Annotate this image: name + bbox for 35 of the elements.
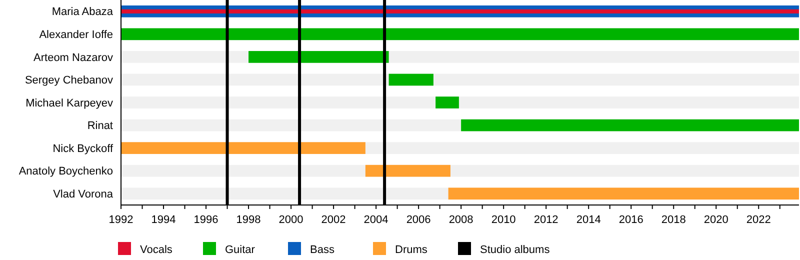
y-tick-label: Vlad Vorona [53, 188, 114, 200]
x-tick-label: 1998 [236, 214, 261, 226]
x-tick-label: 1994 [151, 214, 176, 226]
x-tick-label: 1992 [108, 214, 134, 226]
y-tick-label: Sergey Chebanov [24, 74, 114, 87]
bar [436, 96, 459, 108]
legend-label: Drums [395, 244, 428, 256]
x-tick-label: 2004 [364, 214, 388, 226]
y-tick-label: Anatoly Boychenko [18, 166, 113, 178]
legend-label: Studio albums [480, 244, 550, 256]
x-tick-label: 2008 [448, 214, 474, 226]
x-tick-label: 2016 [618, 214, 644, 226]
x-tick-label: 2022 [746, 214, 771, 226]
bar [388, 74, 434, 86]
x-tick-label: 2006 [406, 214, 431, 226]
y-tick-label: Alexander Ioffe [39, 29, 113, 42]
x-tick-label: 2000 [278, 214, 304, 226]
y-tick-label: Rinat [87, 120, 113, 132]
bar [121, 9, 799, 14]
x-tick-label: 2020 [704, 214, 728, 226]
x-tick-label: 2002 [321, 214, 346, 226]
legend-label: Guitar [225, 244, 256, 256]
x-tick-label: 2010 [491, 214, 516, 226]
y-tick-label: Arteom Nazarov [34, 52, 114, 64]
x-tick-label: 2014 [576, 214, 601, 226]
y-tick-label: Maria Abaza [52, 6, 114, 18]
x-tick-label: 2018 [661, 214, 686, 226]
bar [248, 51, 389, 63]
x-tick-label: 2012 [534, 214, 558, 226]
x-tick-label: 1996 [194, 214, 218, 226]
legend-label: Vocals [140, 244, 173, 256]
y-tick-label: Michael Karpeyev [26, 97, 114, 110]
y-tick-label: Nick Byckoff [52, 142, 114, 155]
bar [365, 164, 450, 177]
legend-label: Bass [310, 244, 335, 256]
